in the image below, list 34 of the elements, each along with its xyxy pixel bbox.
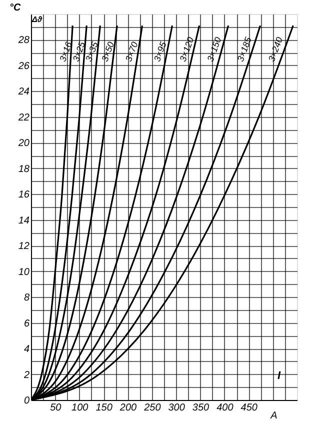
- text: 3×240: [266, 36, 285, 63]
- text: 3×95: [152, 40, 169, 63]
- y-tick-label: 22: [17, 112, 30, 124]
- text: 3×185: [235, 34, 254, 63]
- y-tick-label: 16: [18, 190, 30, 201]
- annotation: Δϑ: [31, 15, 42, 24]
- y-tick-label: 28: [17, 35, 30, 46]
- y-tick-label: 4: [24, 344, 30, 356]
- y-tick-label: 6: [24, 318, 30, 330]
- x-tick-label: 50: [50, 402, 62, 414]
- y-tick-label: 20: [17, 138, 30, 150]
- y-tick-label: 24: [17, 86, 30, 98]
- x-tick-label: 100: [72, 402, 89, 414]
- y-tick-label: 14: [18, 215, 30, 226]
- x-tick-label: 350: [192, 402, 210, 414]
- x-tick-label: 150: [96, 402, 113, 414]
- y-tick-label: 10: [18, 266, 30, 278]
- text: 3×70: [124, 40, 140, 63]
- x-tick-label: 300: [168, 402, 186, 414]
- x-tick-label: 250: [143, 402, 162, 414]
- y-tick-label: 2: [22, 370, 30, 381]
- x-axis-title: A: [270, 410, 278, 422]
- y-tick-label: 8: [24, 292, 30, 304]
- text: 3×50: [100, 40, 116, 63]
- x-tick-label: 450: [240, 402, 258, 414]
- text: 3×120: [178, 36, 196, 63]
- x-tick-label: 200: [118, 402, 138, 414]
- y-tick-label: 26: [17, 60, 30, 72]
- y-tick-label: 12: [18, 241, 30, 252]
- x-tick-label: 400: [216, 402, 234, 414]
- text: 3×150: [205, 36, 224, 63]
- y-tick-label: 0: [24, 396, 30, 406]
- y-tick-label: 18: [18, 164, 30, 175]
- y-axis-title: °C: [10, 2, 22, 14]
